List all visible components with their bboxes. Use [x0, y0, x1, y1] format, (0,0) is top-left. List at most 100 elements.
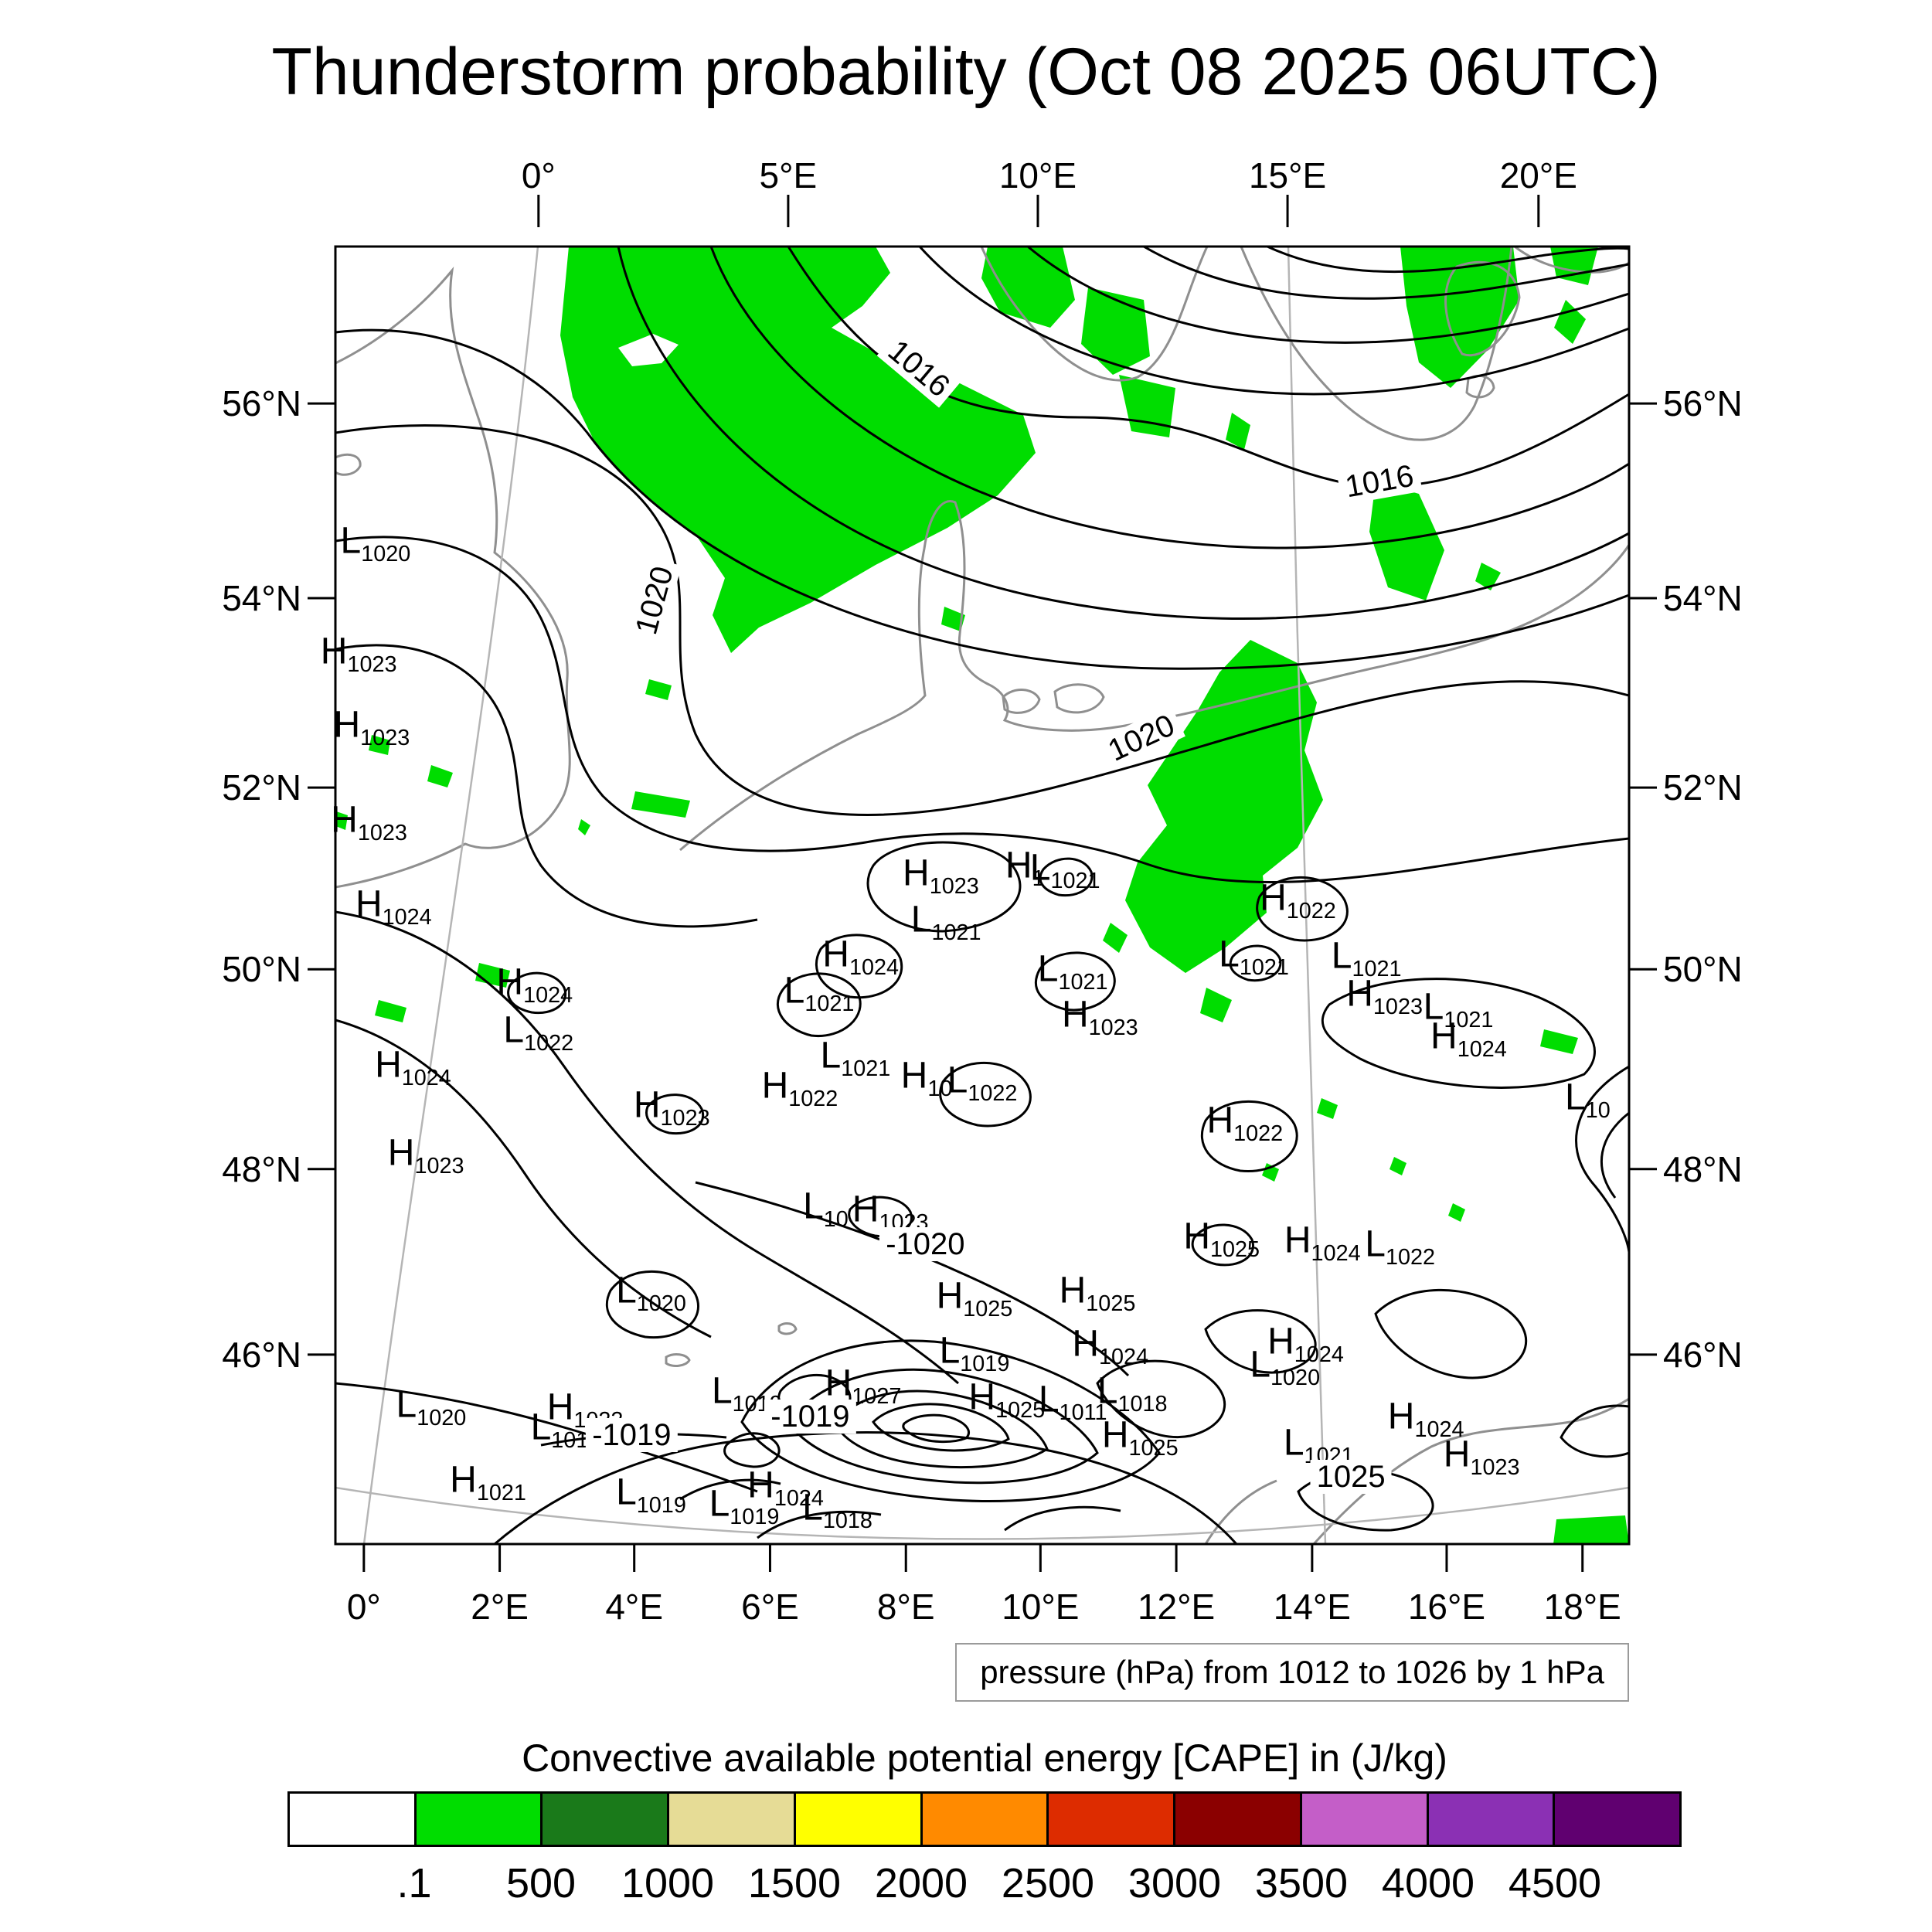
isobar-cell — [1191, 1223, 1254, 1267]
colorbar-title: Convective available potential energy [C… — [522, 1736, 1447, 1780]
coastline — [1204, 1479, 1277, 1544]
pressure-center-l: L1021 — [1029, 847, 1100, 894]
axis-label-bottom: 18°E — [1543, 1587, 1621, 1627]
isobar — [335, 644, 758, 928]
pressure-center-l: L10 — [803, 1185, 849, 1233]
coastline — [679, 500, 1629, 852]
cape-area — [1200, 988, 1232, 1022]
pressure-center-h: H1021 — [450, 1459, 526, 1506]
colorbar-tick-label: .1 — [396, 1860, 432, 1906]
colorbar-cell — [1301, 1794, 1429, 1845]
coastline — [1444, 260, 1521, 357]
cape-colorbar — [287, 1791, 1682, 1847]
isobar-cell — [1035, 951, 1116, 1012]
cape-area — [578, 819, 590, 835]
cape-area — [560, 247, 1036, 653]
pressure-center-h: H1023 — [331, 799, 407, 845]
isobar-cell — [848, 1196, 913, 1238]
pressure-center-h: H1022 — [1260, 877, 1336, 923]
isobar — [617, 247, 1629, 621]
cape-area — [1389, 1157, 1406, 1175]
coastline — [777, 1322, 798, 1335]
colorbar-cell — [795, 1794, 923, 1845]
axis-label-right: 52°N — [1663, 767, 1743, 808]
axis-label-left: 56°N — [222, 383, 301, 424]
colorbar-tick-label: 1500 — [747, 1860, 842, 1906]
cape-area — [631, 791, 690, 818]
axis-label-right: 48°N — [1663, 1148, 1743, 1189]
isobar-alpine — [872, 1403, 1010, 1452]
cape-area — [943, 609, 963, 630]
pressure-center-h: H1023 — [903, 852, 979, 899]
colorbar-tick-labels: .1 500 1000 1500 2000 2500 3000 3500 4000 4500 — [287, 1859, 1682, 1913]
axis-label-bottom: 14°E — [1273, 1587, 1351, 1627]
axis-label-right: 56°N — [1663, 383, 1743, 424]
contour-label: 1016 — [1336, 457, 1423, 505]
pressure-center-l: L1021 — [784, 970, 855, 1017]
contour-label: 1020 — [1097, 706, 1185, 771]
cape-area — [1448, 1203, 1465, 1222]
contour-label: 1016 — [876, 329, 961, 408]
colorbar-tick-label: 4500 — [1508, 1860, 1602, 1906]
pressure-center-l: L1021 — [1423, 986, 1494, 1032]
axis-label-bottom: 12°E — [1137, 1587, 1216, 1627]
isobar — [1143, 247, 1629, 300]
isobar-cell — [1321, 978, 1596, 1089]
isobar — [494, 1431, 1238, 1544]
cape-area — [1553, 1515, 1629, 1544]
pressure-center-l: L1020 — [396, 1384, 467, 1431]
map-frame — [334, 245, 1631, 1546]
colorbar-tick-label: 1000 — [621, 1860, 715, 1906]
isobar — [335, 328, 1629, 670]
pressure-center-h: H1024 — [496, 961, 573, 1008]
pressure-center-h: H1025 — [1059, 1270, 1136, 1317]
pressure-center-l: L1020 — [616, 1270, 686, 1317]
pressure-note-box: pressure (hPa) from 1012 to 1026 by 1 hP… — [955, 1643, 1629, 1702]
isobar-cell — [1374, 1288, 1528, 1379]
isobar-cell — [866, 841, 1022, 933]
coastline — [665, 1353, 691, 1367]
axis-label-bottom: 8°E — [876, 1587, 935, 1627]
pressure-center-h: H1024 — [1267, 1321, 1344, 1367]
pressure-center-l: L1020 — [1250, 1344, 1321, 1391]
pressure-center-l: L1021 — [1331, 935, 1402, 982]
coastline — [335, 454, 362, 476]
isobar-cell — [605, 1270, 700, 1339]
cape-area — [1103, 923, 1128, 953]
isobar-1020 — [335, 423, 1629, 816]
cape-area — [335, 811, 348, 830]
cape-area — [1119, 375, 1175, 437]
pressure-center-h: H1024 — [1072, 1323, 1149, 1370]
pressure-center-l: L1019 — [939, 1330, 1010, 1376]
isobar-cell — [1039, 857, 1094, 897]
axis-label-bottom: 6°E — [741, 1587, 799, 1627]
isobar-cell — [1256, 876, 1349, 942]
pressure-center-h: H1023 — [1346, 973, 1423, 1019]
pressure-center-l: L1018 — [802, 1487, 872, 1533]
pressure-center-l: L1018 — [1097, 1370, 1168, 1417]
isobar — [335, 910, 959, 1385]
isobar — [1004, 1505, 1121, 1532]
axis-label-left: 46°N — [222, 1334, 301, 1375]
colorbar-tick-label: 500 — [505, 1860, 577, 1906]
pressure-center-h: H1023 — [320, 631, 397, 677]
graticule-parallel — [335, 1486, 1629, 1540]
axis-label-bottom: 16°E — [1407, 1587, 1486, 1627]
coastline — [1240, 247, 1513, 441]
axis-label-top: 20°E — [1499, 155, 1577, 196]
cape-area — [1317, 1098, 1338, 1119]
cape-area — [1400, 247, 1519, 388]
cape-area — [369, 735, 390, 755]
colorbar-tick-label: 3500 — [1254, 1860, 1349, 1906]
pressure-center-l: L10 — [1565, 1077, 1611, 1124]
colorbar-tick-label: 2000 — [874, 1860, 968, 1906]
colorbar-cell — [1428, 1794, 1556, 1845]
pressure-center-l: L1020 — [340, 520, 411, 566]
axis-label-bottom: 4°E — [605, 1587, 664, 1627]
isobar-alpine — [1204, 1309, 1317, 1374]
contour-label: 1020 — [628, 556, 682, 645]
axis-label-right: 50°N — [1663, 949, 1743, 990]
isobar — [1575, 1065, 1629, 1253]
coastline — [1053, 683, 1105, 714]
